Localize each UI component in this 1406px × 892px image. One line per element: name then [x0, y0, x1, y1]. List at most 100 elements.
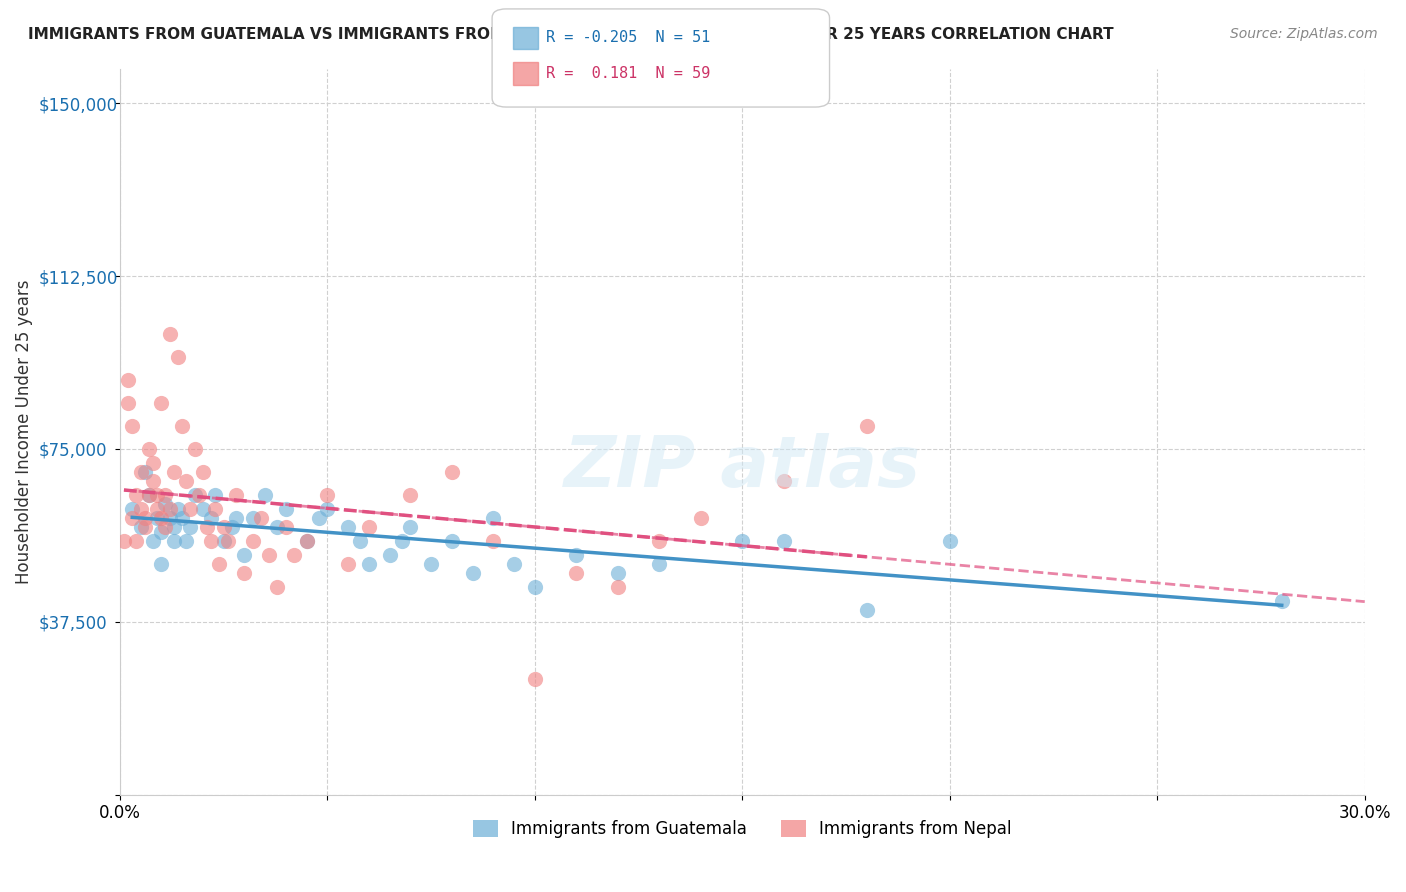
Point	[159, 326, 181, 341]
Point	[233, 548, 256, 562]
Point	[121, 418, 143, 433]
Point	[254, 488, 277, 502]
Point	[167, 501, 190, 516]
Point	[357, 557, 380, 571]
Point	[274, 520, 297, 534]
Point	[150, 396, 173, 410]
Point	[337, 520, 360, 534]
Point	[204, 488, 226, 502]
Point	[159, 501, 181, 516]
Point	[855, 603, 877, 617]
Point	[121, 511, 143, 525]
Point	[204, 501, 226, 516]
Point	[266, 580, 288, 594]
Point	[159, 511, 181, 525]
Point	[283, 548, 305, 562]
Point	[689, 511, 711, 525]
Point	[523, 580, 546, 594]
Point	[212, 520, 235, 534]
Point	[146, 488, 169, 502]
Point	[482, 534, 505, 549]
Point	[217, 534, 239, 549]
Point	[731, 534, 754, 549]
Point	[1271, 594, 1294, 608]
Point	[179, 520, 201, 534]
Text: ZIP atlas: ZIP atlas	[564, 434, 921, 502]
Point	[155, 520, 177, 534]
Point	[146, 501, 169, 516]
Point	[187, 488, 209, 502]
Point	[357, 520, 380, 534]
Point	[337, 557, 360, 571]
Point	[242, 511, 264, 525]
Point	[183, 488, 205, 502]
Point	[503, 557, 526, 571]
Point	[266, 520, 288, 534]
Point	[233, 566, 256, 581]
Y-axis label: Householder Income Under 25 years: Householder Income Under 25 years	[15, 279, 32, 584]
Point	[250, 511, 273, 525]
Point	[195, 520, 218, 534]
Point	[274, 501, 297, 516]
Point	[349, 534, 371, 549]
Point	[170, 511, 193, 525]
Legend: Immigrants from Guatemala, Immigrants from Nepal: Immigrants from Guatemala, Immigrants fr…	[467, 813, 1018, 845]
Point	[150, 557, 173, 571]
Point	[138, 488, 160, 502]
Point	[134, 465, 156, 479]
Point	[399, 520, 422, 534]
Point	[112, 534, 135, 549]
Text: Source: ZipAtlas.com: Source: ZipAtlas.com	[1230, 27, 1378, 41]
Point	[170, 418, 193, 433]
Point	[125, 534, 148, 549]
Point	[420, 557, 443, 571]
Point	[150, 511, 173, 525]
Point	[150, 524, 173, 539]
Point	[138, 442, 160, 456]
Point	[191, 465, 214, 479]
Point	[167, 350, 190, 364]
Point	[225, 488, 247, 502]
Point	[179, 501, 201, 516]
Point	[316, 488, 339, 502]
Point	[155, 488, 177, 502]
Point	[208, 557, 231, 571]
Point	[391, 534, 413, 549]
Point	[163, 465, 186, 479]
Point	[440, 534, 463, 549]
Point	[295, 534, 318, 549]
Point	[163, 534, 186, 549]
Point	[523, 673, 546, 687]
Point	[191, 501, 214, 516]
Point	[399, 488, 422, 502]
Point	[378, 548, 401, 562]
Point	[242, 534, 264, 549]
Point	[212, 534, 235, 549]
Point	[146, 511, 169, 525]
Text: R = -0.205  N = 51: R = -0.205 N = 51	[546, 30, 710, 45]
Point	[134, 520, 156, 534]
Point	[772, 534, 794, 549]
Point	[440, 465, 463, 479]
Point	[308, 511, 330, 525]
Text: R =  0.181  N = 59: R = 0.181 N = 59	[546, 66, 710, 80]
Point	[117, 373, 139, 387]
Point	[155, 497, 177, 511]
Point	[295, 534, 318, 549]
Point	[565, 566, 588, 581]
Point	[142, 534, 165, 549]
Point	[138, 488, 160, 502]
Point	[606, 566, 628, 581]
Point	[565, 548, 588, 562]
Point	[855, 418, 877, 433]
Point	[606, 580, 628, 594]
Point	[134, 511, 156, 525]
Point	[482, 511, 505, 525]
Point	[648, 534, 671, 549]
Point	[129, 465, 152, 479]
Point	[142, 474, 165, 488]
Text: IMMIGRANTS FROM GUATEMALA VS IMMIGRANTS FROM NEPAL HOUSEHOLDER INCOME UNDER 25 Y: IMMIGRANTS FROM GUATEMALA VS IMMIGRANTS …	[28, 27, 1114, 42]
Point	[183, 442, 205, 456]
Point	[257, 548, 280, 562]
Point	[174, 534, 197, 549]
